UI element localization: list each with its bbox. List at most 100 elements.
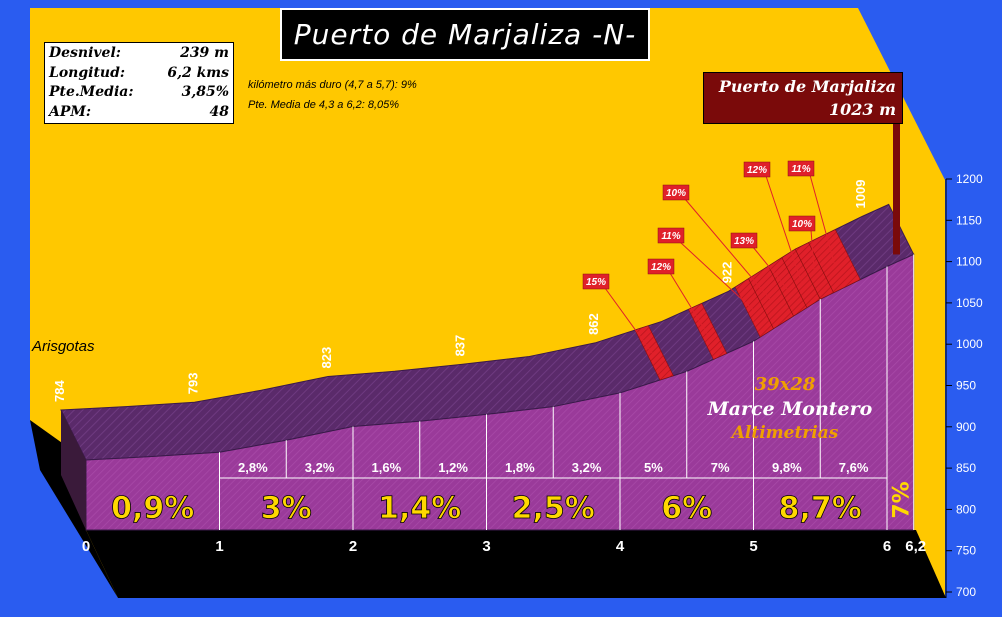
x-tick-label: 1 [215,538,223,555]
km-grade-label: 6% [661,491,712,526]
callout-tag [743,161,771,178]
final-grade-note: Pte. Media de 4,3 a 6,2: 8,05% [248,99,400,111]
km-grade-label: 3% [261,491,312,526]
stat-value: 6,2 kms [167,64,229,81]
km-grade-label: 8,7% [779,491,862,526]
credit-gear: 39x28 [754,374,816,395]
y-tick-label: 900 [956,420,976,434]
stat-label: Pte.Media: [49,84,134,100]
profile-left-side [61,410,86,530]
y-tick-label: 1200 [956,172,983,186]
half-km-grade-label: 7,6% [839,460,869,475]
stat-label: Longitud: [49,64,126,81]
callout-tag [788,215,816,232]
half-km-grade-label: 7% [711,460,730,475]
axis-strip [946,175,1002,605]
steep-grade-label: 15% [586,277,606,288]
summit-box: Puerto de Marjaliza 1023 m [703,72,903,124]
callout-tag [787,160,815,177]
stat-label: Desnivel: [49,45,121,61]
half-km-grade-label: 3,2% [572,460,602,475]
half-km-grade-label: 5% [644,460,663,475]
y-tick-label: 850 [956,461,976,475]
half-km-grade-label: 2,8% [238,460,268,475]
summit-name: Puerto de Marjaliza [718,77,896,96]
y-tick-label: 1150 [956,213,982,227]
km-grade-label: 0,9% [111,491,194,526]
stat-row-pte-media: Pte.Media: 3,85% [49,83,229,103]
x-tick-label: 6 [883,538,891,555]
callout-leader [684,198,772,301]
x-tick-label: 6,2 [905,538,926,555]
stat-value: 3,85% [181,84,229,100]
x-tick-label: 2 [349,538,357,555]
altitude-label: 1009 [853,180,868,209]
steep-grade-label: 12% [747,165,767,176]
steep-grade-label: 11% [661,231,680,242]
altitude-label: 784 [52,380,67,402]
stats-box: Desnivel: 239 m Longitud: 6,2 kms Pte.Me… [44,42,234,124]
x-tick-label: 4 [616,538,625,555]
callout-leader [765,175,802,282]
steep-segment [688,302,728,360]
callout-leader [669,272,709,335]
callout-leader [752,246,789,291]
y-tick-label: 1100 [956,255,982,269]
km-grade-label: 7% [889,481,914,518]
altitude-label: 793 [186,373,201,395]
stat-value: 239 m [180,45,229,61]
callout-tag [647,258,675,275]
altitude-label: 862 [586,313,601,335]
steep-grade-label: 11% [791,164,810,175]
callout-tag [582,273,610,290]
x-tick-label: 0 [82,538,90,555]
x-tick-label: 3 [482,538,490,555]
km-grade-label: 2,5% [512,491,595,526]
half-km-grade-label: 1,6% [372,460,402,475]
y-tick-label: 950 [956,379,976,393]
summit-altitude: 1023 m [828,100,896,119]
stat-row-desnivel: Desnivel: 239 m [49,44,229,64]
altitude-label: 823 [319,347,334,369]
half-km-grade-label: 1,2% [438,460,468,475]
credit-author: Marce Montero [707,398,873,420]
y-tick-label: 750 [956,544,976,558]
steep-grade-label: 10% [792,219,812,230]
callout-leader [604,287,655,357]
km-grade-label: 1,4% [378,491,461,526]
x-tick-label: 5 [749,538,757,555]
callout-leader [810,229,815,274]
y-tick-label: 1050 [956,296,983,310]
y-tick-label: 1000 [956,337,983,351]
page-title: Puerto de Marjaliza -N- [293,18,637,51]
stat-row-longitud: Longitud: 6,2 kms [49,64,229,84]
hardest-km-note: kilómetro más duro (4,7 a 5,7): 9% [248,79,417,91]
half-km-grade-label: 9,8% [772,460,802,475]
steep-grade-label: 10% [666,188,686,199]
stat-value: 48 [209,103,229,120]
y-tick-label: 800 [956,502,976,516]
steep-segment [808,229,861,294]
half-km-grade-label: 1,8% [505,460,535,475]
stat-label: APM: [49,103,92,120]
steep-segment [634,325,674,381]
stat-row-apm: APM: 48 [49,103,229,123]
callout-tag [662,184,690,201]
altitude-label: 922 [720,262,735,284]
altitude-label: 837 [453,335,468,357]
credit-source: Altimetrias [731,423,839,443]
callout-tag [657,227,685,244]
title-box: Puerto de Marjaliza -N- [280,8,650,61]
callout-tag [730,232,758,249]
callout-leader [809,174,835,265]
summit-pole [893,120,900,255]
left-wall-shadow [30,420,118,598]
steep-grade-label: 12% [651,262,671,273]
y-tick-label: 700 [956,585,976,599]
floor [86,530,946,598]
start-location: Arisgotas [32,338,95,355]
half-km-grade-label: 3,2% [305,460,335,475]
callout-leader [679,241,755,312]
